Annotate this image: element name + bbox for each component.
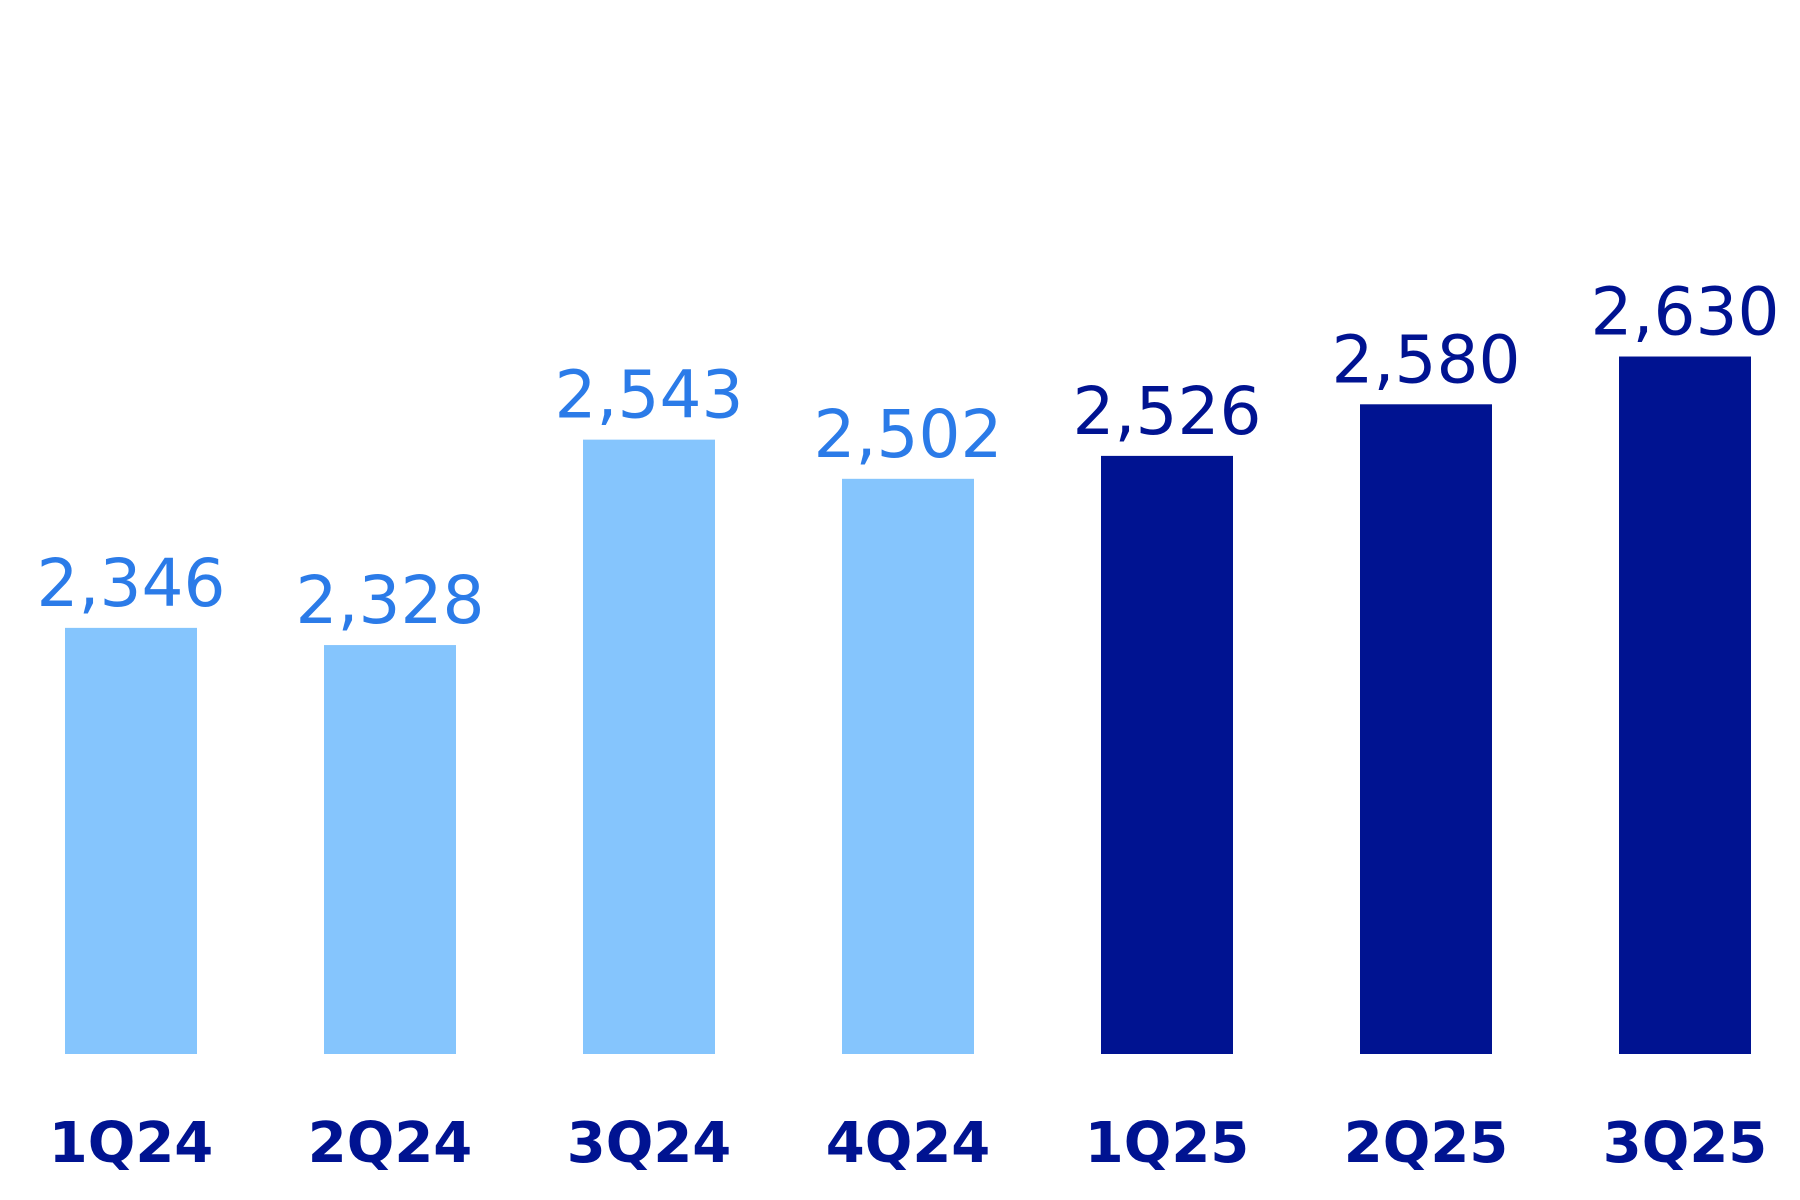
- bar: [65, 627, 197, 1054]
- bar: [1619, 356, 1751, 1054]
- value-label: 2,543: [555, 357, 744, 434]
- bar: [583, 439, 715, 1055]
- x-tick-label: 4Q24: [826, 1111, 991, 1176]
- x-tick-label: 1Q24: [49, 1111, 214, 1176]
- x-tick-label: 1Q25: [1085, 1111, 1250, 1176]
- bar: [842, 478, 974, 1054]
- value-label: 2,526: [1073, 373, 1262, 450]
- value-label: 2,346: [37, 545, 226, 622]
- value-label: 2,502: [814, 396, 1003, 473]
- bar: [324, 645, 456, 1054]
- x-tick-label: 2Q25: [1344, 1111, 1509, 1176]
- bar: [1360, 404, 1492, 1055]
- bar: [1101, 455, 1233, 1054]
- x-tick-label: 2Q24: [308, 1111, 473, 1176]
- x-tick-label: 3Q25: [1603, 1111, 1768, 1176]
- x-tick-label: 3Q24: [567, 1111, 732, 1176]
- value-label: 2,630: [1591, 274, 1780, 351]
- value-label: 2,580: [1332, 321, 1521, 398]
- value-label: 2,328: [296, 562, 485, 639]
